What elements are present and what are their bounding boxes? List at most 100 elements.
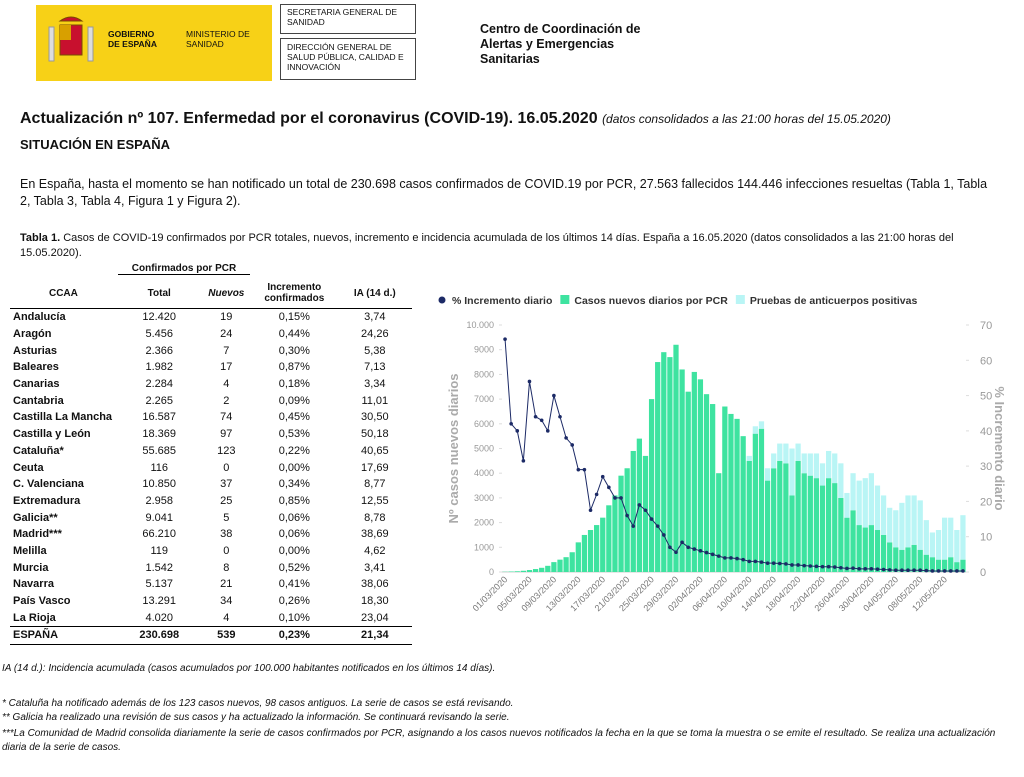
bar (905, 547, 911, 572)
bar (862, 527, 868, 572)
center-name: Centro de Coordinación de Alertas y Emer… (480, 22, 641, 66)
line-point (680, 540, 684, 545)
cell: 0,00% (278, 461, 310, 474)
cell: 38,06 (361, 578, 389, 591)
line-point (539, 418, 544, 423)
cell: 230.698 (139, 629, 180, 642)
bar (850, 510, 856, 572)
cell: 21,34 (361, 629, 389, 642)
bar (557, 559, 563, 572)
line-point (955, 569, 959, 573)
bar (777, 443, 783, 461)
table-row: Melilla 119 0 0,00% 4,62 (10, 543, 412, 560)
y2-tick-label: 10 (980, 532, 992, 544)
title-note: (datos consolidados a las 21:00 horas de… (602, 112, 891, 126)
cell: Galicia** (13, 511, 58, 524)
bar (740, 436, 746, 572)
bar (594, 525, 600, 572)
line-point (948, 569, 953, 573)
cell: 16.587 (142, 411, 177, 424)
bar (844, 492, 850, 518)
line-point (631, 524, 636, 528)
chart: 0 1000 2000 3000 4000 5000 6000 7000 8000 9000 10.… (438, 295, 1007, 613)
bar (783, 443, 789, 464)
bar (795, 460, 801, 572)
cell: Andalucía (13, 311, 66, 324)
line-point (765, 561, 770, 565)
cell: Asturias (13, 344, 58, 357)
cell: 18,30 (361, 595, 389, 608)
cell: 4,62 (364, 544, 386, 557)
y2-tick-label: 50 (980, 391, 992, 403)
coat-of-arms (48, 16, 94, 62)
line-point (875, 567, 880, 571)
line-point (826, 564, 831, 569)
bar (777, 460, 783, 572)
cell: 0,45% (278, 411, 310, 424)
line-point (857, 567, 861, 571)
line-point (777, 561, 782, 566)
bar (789, 495, 795, 572)
cell: 0,85% (278, 494, 310, 507)
bar (697, 379, 704, 572)
cell: 123 (217, 444, 236, 457)
bar (942, 517, 948, 560)
cell: 0,53% (278, 428, 310, 441)
bar (569, 552, 575, 572)
caption: Casos de COVID-19 confirmados por PCR to… (20, 232, 954, 259)
cell: 37 (220, 478, 233, 491)
footnote: ** Galicia ha realizado una revisión de … (2, 712, 510, 723)
bar (813, 478, 820, 572)
bar (874, 485, 881, 531)
cell: Murcia (13, 561, 49, 574)
caption-label: Tabla 1. (20, 232, 61, 244)
y-tick-label: 8000 (474, 369, 494, 379)
footnote: IA (14 d.): Incidencia acumulada (casos … (2, 663, 496, 674)
bar (758, 421, 765, 429)
bar (948, 517, 954, 558)
y-tick-label: 0 (489, 567, 494, 577)
box-secretaria: SECRETARIA GENERAL DE SANIDAD (280, 4, 416, 34)
y2-tick-label: 60 (980, 355, 992, 367)
line-point (887, 568, 892, 572)
table-wrap: CCAA Total Nuevos Incremento confirmados IA … (10, 278, 412, 645)
line-point (521, 459, 526, 463)
line-point (692, 547, 697, 551)
cell: 0,52% (278, 561, 310, 574)
bar (923, 520, 929, 555)
bar (746, 455, 752, 461)
line-point (613, 496, 617, 500)
bar (893, 510, 899, 548)
bar (771, 453, 777, 469)
cell: 21 (220, 578, 233, 591)
bar (514, 571, 520, 572)
cell: 38,69 (361, 528, 389, 541)
cell: 23,04 (361, 611, 389, 624)
line-point (558, 414, 562, 419)
cell: 3,74 (364, 311, 386, 324)
line-point (594, 492, 599, 497)
line-point (893, 568, 898, 573)
bar (685, 391, 691, 572)
bar (807, 453, 813, 476)
cell: 17 (220, 361, 233, 374)
bar (655, 362, 661, 572)
bar (624, 468, 630, 572)
bar (679, 369, 685, 572)
cell: 1.982 (145, 361, 173, 374)
y-tick-label: 2000 (474, 518, 494, 528)
cell: 2.265 (145, 394, 173, 407)
line-point (753, 559, 758, 564)
bar (893, 547, 899, 572)
cell: 5 (223, 511, 230, 524)
cell: 0,06% (278, 528, 310, 541)
cell: 19 (220, 311, 233, 324)
cell: 0,09% (278, 394, 310, 407)
bar (789, 448, 795, 496)
line-point (961, 569, 965, 573)
line-point (942, 569, 947, 573)
cell: 4 (223, 611, 230, 624)
footnote: ***La Comunidad de Madrid consolida diar… (2, 728, 996, 753)
cell: Madrid*** (13, 528, 62, 541)
